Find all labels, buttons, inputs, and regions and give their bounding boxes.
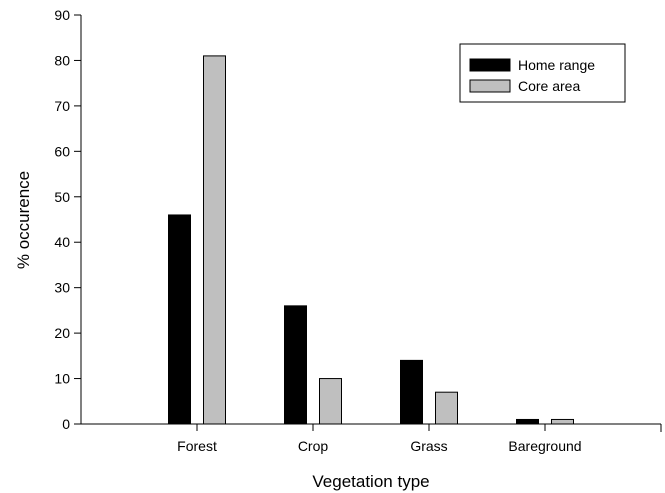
bar-home-range-bareground: [516, 418, 539, 425]
x-tick-label: Crop: [298, 438, 329, 454]
x-tick-label: Grass: [410, 438, 447, 454]
y-tick-label: 10: [54, 371, 70, 387]
plot-area: 0 10 20 30 40 50 60 70 80 90 Forest Crop Grass Bareg…: [54, 7, 662, 454]
y-tick-label: 60: [54, 143, 70, 159]
bars: [168, 55, 574, 425]
y-tick-label: 80: [54, 52, 70, 68]
bar-home-range-forest: [168, 214, 191, 425]
legend-swatch-home-range: [469, 58, 511, 72]
y-tick-label: 70: [54, 98, 70, 114]
bar-core-area-grass: [435, 391, 458, 425]
y-tick-label: 30: [54, 280, 70, 296]
x-axis-title: Vegetation type: [312, 472, 429, 491]
y-tick-label: 0: [62, 416, 70, 432]
x-tick-label: Forest: [177, 438, 217, 454]
legend-label-home-range: Home range: [518, 57, 595, 73]
y-tick-label: 50: [54, 189, 70, 205]
y-axis-title: % occurence: [14, 171, 33, 269]
bar-core-area-forest: [203, 55, 226, 425]
bar-core-area-bareground: [551, 418, 574, 425]
y-ticks: 0 10 20 30 40 50 60 70 80 90: [54, 7, 81, 432]
bar-core-area-crop: [319, 378, 342, 425]
bar-home-range-grass: [400, 359, 423, 425]
y-tick-label: 20: [54, 325, 70, 341]
y-tick-label: 40: [54, 234, 70, 250]
legend-swatch-core-area: [469, 79, 511, 93]
bar-home-range-crop: [284, 305, 307, 425]
y-tick-label: 90: [54, 7, 70, 23]
legend-label-core-area: Core area: [518, 78, 580, 94]
x-tick-label: Bareground: [508, 438, 581, 454]
x-ticks: Forest Crop Grass Bareground: [177, 424, 582, 454]
legend: Home range Core area: [459, 43, 626, 103]
